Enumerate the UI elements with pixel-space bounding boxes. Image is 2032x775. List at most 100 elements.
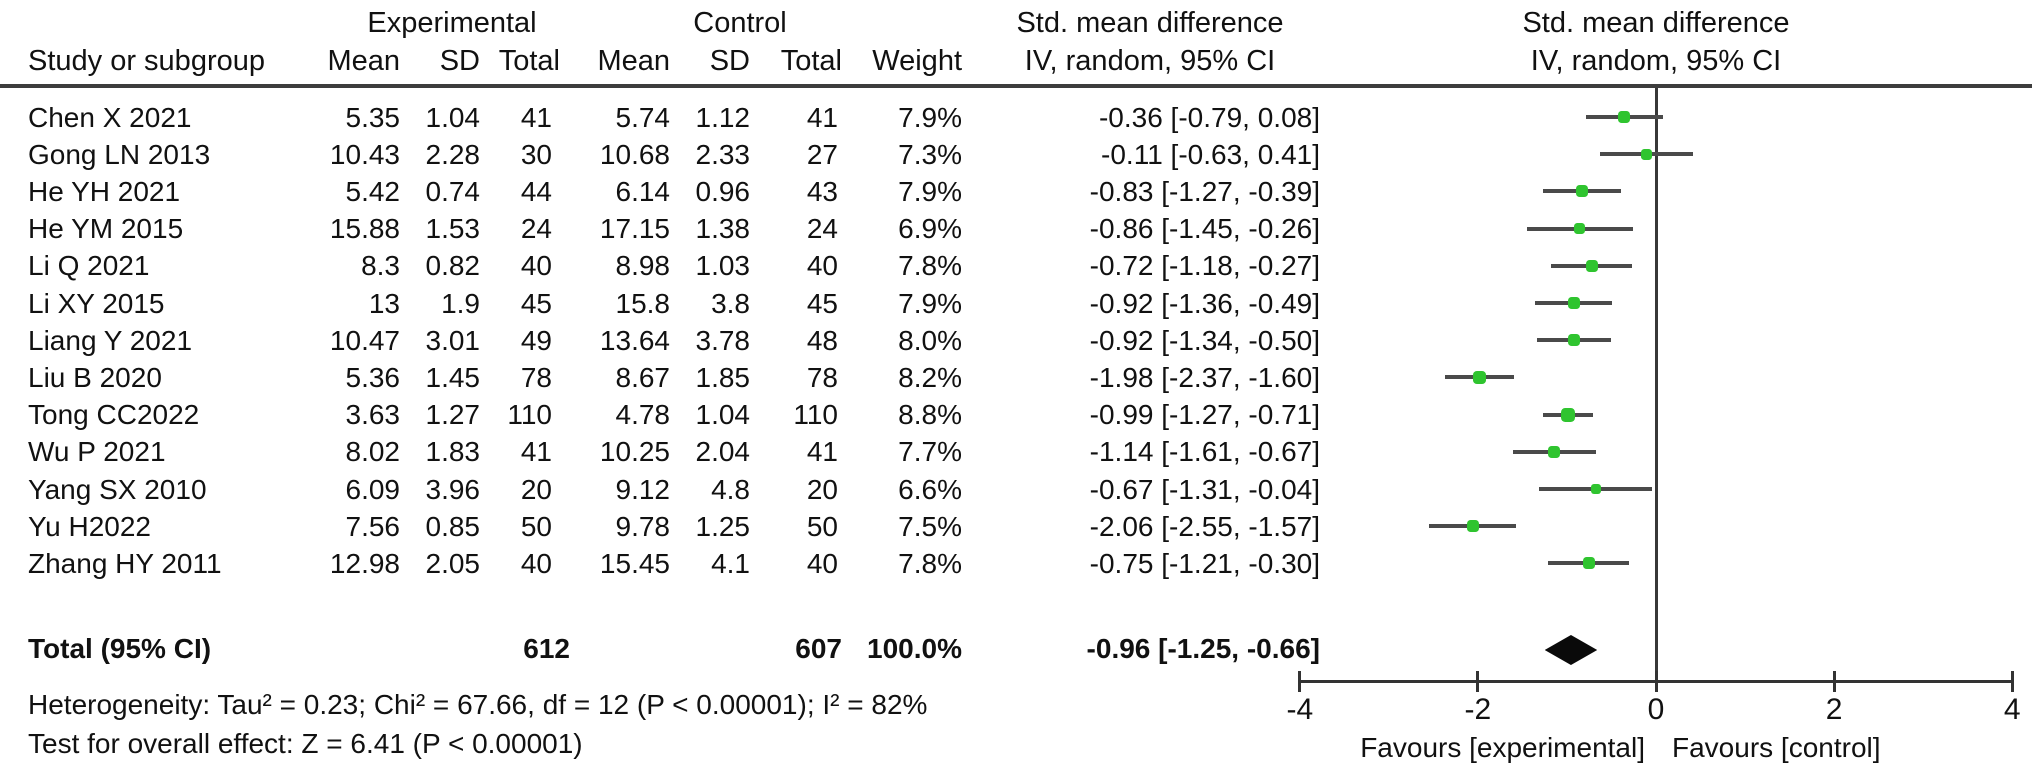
- table-cell-weight: 8.8%: [898, 399, 962, 431]
- table-cell-weight: 7.8%: [898, 547, 962, 579]
- table-cell-ctrl_total: 78: [806, 361, 838, 393]
- table-cell-weight: 7.9%: [898, 287, 962, 319]
- table-cell-ctrl_sd: 1.25: [695, 510, 751, 542]
- table-cell-exp_sd: 1.53: [425, 213, 481, 245]
- table-cell-exp_mean: 8.02: [345, 436, 401, 468]
- table-cell-ctrl_total: 40: [806, 250, 838, 282]
- total-row-label: Total (95% CI): [28, 633, 212, 664]
- table-cell-exp_sd: 1.04: [425, 101, 481, 133]
- table-cell-ctrl_total: 45: [806, 287, 838, 319]
- table-cell-ctrl_total: 50: [806, 510, 838, 542]
- table-cell-ctrl_mean: 9.12: [615, 473, 671, 505]
- table-cell-ctrl_sd: 0.96: [695, 175, 751, 207]
- table-cell-ci_text: -0.72 [-1.18, -0.27]: [1089, 250, 1320, 282]
- table-cell-exp_mean: 12.98: [329, 547, 400, 579]
- axis-tick-label: 4: [2003, 693, 2021, 726]
- table-cell-ci_text: -2.06 [-2.55, -1.57]: [1089, 510, 1320, 542]
- table-cell-exp_mean: 8.3: [361, 250, 400, 282]
- table-cell-ctrl_total: 20: [806, 473, 838, 505]
- table-cell-weight: 7.3%: [898, 138, 962, 170]
- effect-marker: [1585, 259, 1598, 272]
- ctrl-sd-header: SD: [709, 45, 750, 77]
- study-label: Liu B 2020: [28, 361, 162, 393]
- table-cell-exp_total: 45: [520, 287, 552, 319]
- table-cell-weight: 7.9%: [898, 175, 962, 207]
- table-cell-ci_text: -0.11 [-0.63, 0.41]: [1101, 138, 1320, 170]
- table-cell-ctrl_sd: 4.1: [711, 547, 750, 579]
- table-cell-ctrl_sd: 1.03: [695, 250, 751, 282]
- table-cell-exp_sd: 3.96: [425, 473, 481, 505]
- table-cell-exp_mean: 6.09: [345, 473, 401, 505]
- table-cell-ctrl_total: 40: [806, 547, 838, 579]
- experimental-group-header: Experimental: [367, 7, 537, 39]
- table-cell-ci_text: -1.98 [-2.37, -1.60]: [1089, 361, 1320, 393]
- table-cell-weight: 7.7%: [898, 436, 962, 468]
- table-cell-exp_total: 49: [520, 324, 552, 356]
- total-exp-n: 612: [523, 633, 570, 664]
- table-cell-ctrl_mean: 10.68: [599, 138, 670, 170]
- table-cell-exp_total: 78: [520, 361, 552, 393]
- effect-marker: [1573, 223, 1585, 235]
- table-cell-ci_text: -0.99 [-1.27, -0.71]: [1089, 399, 1320, 431]
- table-cell-exp_mean: 10.47: [329, 324, 400, 356]
- table-cell-weight: 7.8%: [898, 250, 962, 282]
- table-cell-ctrl_mean: 15.8: [615, 287, 671, 319]
- heterogeneity-text: Heterogeneity: Tau² = 0.23; Chi² = 67.66…: [28, 689, 928, 720]
- smd-column-title-line2: IV, random, 95% CI: [1024, 45, 1276, 77]
- table-cell-ctrl_mean: 8.98: [615, 250, 671, 282]
- table-cell-exp_sd: 2.05: [425, 547, 481, 579]
- ctrl-total-header: Total: [780, 45, 842, 77]
- table-cell-ci_text: -1.14 [-1.61, -0.67]: [1089, 436, 1320, 468]
- study-label: Wu P 2021: [28, 436, 166, 468]
- weight-header: Weight: [872, 45, 962, 77]
- effect-marker: [1473, 370, 1487, 384]
- study-label: Li XY 2015: [28, 287, 165, 319]
- study-label: He YH 2021: [28, 175, 181, 207]
- table-cell-exp_total: 40: [520, 250, 552, 282]
- table-cell-exp_total: 20: [520, 473, 552, 505]
- axis-tick: [1832, 671, 1836, 692]
- table-cell-exp_sd: 1.83: [425, 436, 481, 468]
- table-cell-exp_total: 41: [520, 101, 552, 133]
- smd-column-title-line1: Std. mean difference: [1016, 7, 1284, 39]
- table-cell-ci_text: -0.86 [-1.45, -0.26]: [1089, 213, 1320, 245]
- table-cell-exp_total: 24: [520, 213, 552, 245]
- table-cell-ctrl_mean: 4.78: [615, 399, 671, 431]
- table-cell-ctrl_mean: 6.14: [615, 175, 671, 207]
- table-cell-ci_text: -0.83 [-1.27, -0.39]: [1089, 175, 1320, 207]
- exp-mean-header: Mean: [327, 45, 400, 77]
- table-cell-ci_text: -0.75 [-1.21, -0.30]: [1089, 547, 1320, 579]
- study-label: Gong LN 2013: [28, 138, 211, 170]
- table-cell-exp_mean: 7.56: [345, 510, 401, 542]
- study-label: He YM 2015: [28, 213, 184, 245]
- table-cell-exp_mean: 15.88: [329, 213, 400, 245]
- axis-tick: [1476, 671, 1480, 692]
- table-cell-exp_mean: 5.36: [345, 361, 401, 393]
- table-cell-exp_sd: 0.74: [425, 175, 481, 207]
- axis-tick: [1654, 671, 1658, 692]
- effect-marker: [1568, 297, 1581, 309]
- table-cell-ctrl_sd: 4.8: [711, 473, 750, 505]
- table-cell-exp_total: 41: [520, 436, 552, 468]
- header-divider: [0, 84, 2032, 88]
- zero-line: [1654, 88, 1658, 682]
- total-ctrl-n: 607: [795, 633, 842, 664]
- table-cell-ctrl_mean: 8.67: [615, 361, 671, 393]
- axis-tick-label: 0: [1647, 693, 1665, 726]
- table-cell-ctrl_mean: 9.78: [615, 510, 671, 542]
- table-cell-exp_sd: 1.45: [425, 361, 481, 393]
- table-cell-ctrl_sd: 1.12: [695, 101, 751, 133]
- ctrl-mean-header: Mean: [597, 45, 670, 77]
- study-label: Zhang HY 2011: [28, 547, 222, 579]
- study-label: Liang Y 2021: [28, 324, 193, 356]
- table-cell-ctrl_total: 27: [806, 138, 838, 170]
- table-cell-weight: 8.2%: [898, 361, 962, 393]
- table-cell-exp_mean: 3.63: [345, 399, 401, 431]
- table-cell-ci_text: -0.92 [-1.34, -0.50]: [1089, 324, 1320, 356]
- table-cell-ctrl_total: 48: [806, 324, 838, 356]
- table-cell-ctrl_total: 43: [806, 175, 838, 207]
- study-label: Chen X 2021: [28, 101, 192, 133]
- effect-marker: [1568, 334, 1581, 347]
- favours-left-label: Favours [experimental]: [1360, 732, 1645, 763]
